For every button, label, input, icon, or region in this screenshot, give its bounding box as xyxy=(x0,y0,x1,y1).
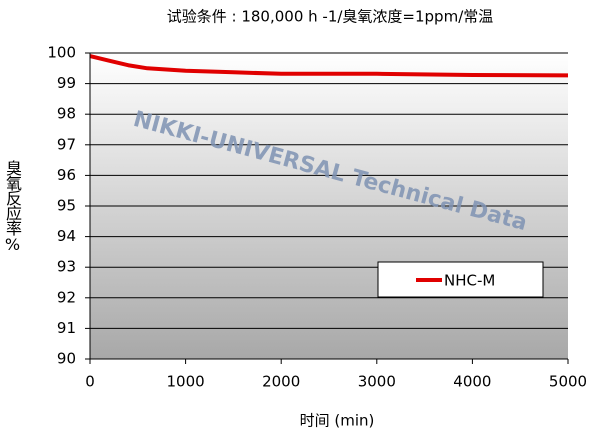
y-tick-label: 100 xyxy=(47,44,76,62)
y-tick-label: 90 xyxy=(57,350,76,368)
x-axis-label: 时间 (min) xyxy=(300,412,375,430)
x-tick-label: 4000 xyxy=(453,373,491,391)
marks xyxy=(89,54,569,78)
series-line xyxy=(89,54,569,78)
grid xyxy=(90,52,568,360)
x-tick-label: 1000 xyxy=(167,373,205,391)
x-tick-label: 5000 xyxy=(549,373,587,391)
y-tick-label: 96 xyxy=(57,166,76,184)
y-tick-label: 99 xyxy=(57,74,76,92)
legend-label: NHC-M xyxy=(444,272,495,290)
y-tick-label: 98 xyxy=(57,105,76,123)
x-tick-label: 0 xyxy=(85,373,95,391)
y-tick-label: 94 xyxy=(57,227,76,245)
x-tick-label: 2000 xyxy=(262,373,300,391)
y-tick-label: 95 xyxy=(57,197,76,215)
y-tick-label: 91 xyxy=(57,319,76,337)
y-axis-label: 臭氧反应率% xyxy=(3,160,22,253)
y-tick-label: 92 xyxy=(57,288,76,306)
y-tick-label: 93 xyxy=(57,258,76,276)
y-tick-label: 97 xyxy=(57,135,76,153)
chart-title: 试验条件 : 180,000 h -1/臭氧浓度=1ppm/常温 xyxy=(167,8,494,26)
legend-box xyxy=(377,261,544,298)
x-tick-label: 3000 xyxy=(358,373,396,391)
